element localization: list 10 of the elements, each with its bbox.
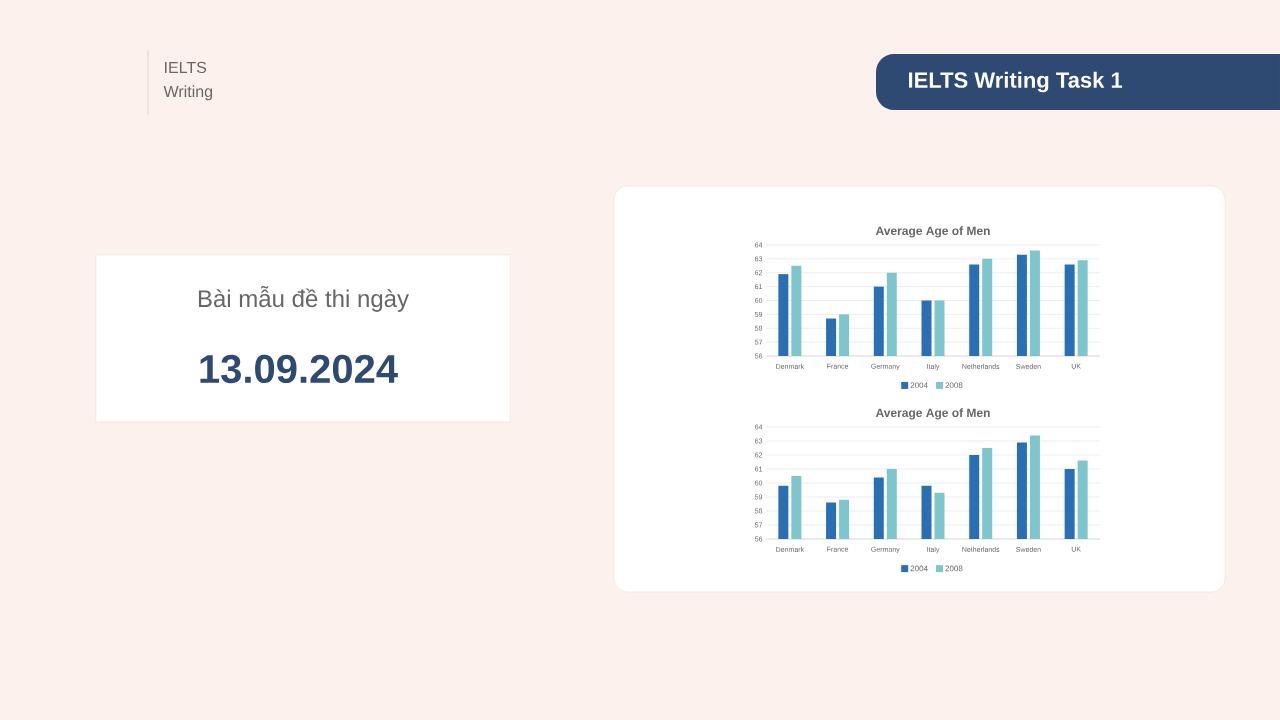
text: IELTS Writing Task 1: [909, 71, 1123, 93]
legend-label: 2004: [910, 382, 928, 389]
text: 13.09.2024: [200, 354, 398, 384]
chart-title: Average Age of Men: [875, 226, 990, 238]
text: IELTS Writing: [163, 61, 213, 101]
text: Bài mẫu đề thi ngày: [198, 286, 409, 312]
legend-label: 2008: [945, 382, 963, 389]
legend-label: 2008: [945, 565, 963, 572]
legend-label: 2004: [910, 565, 928, 572]
chart-title: Average Age of Men: [875, 408, 990, 420]
